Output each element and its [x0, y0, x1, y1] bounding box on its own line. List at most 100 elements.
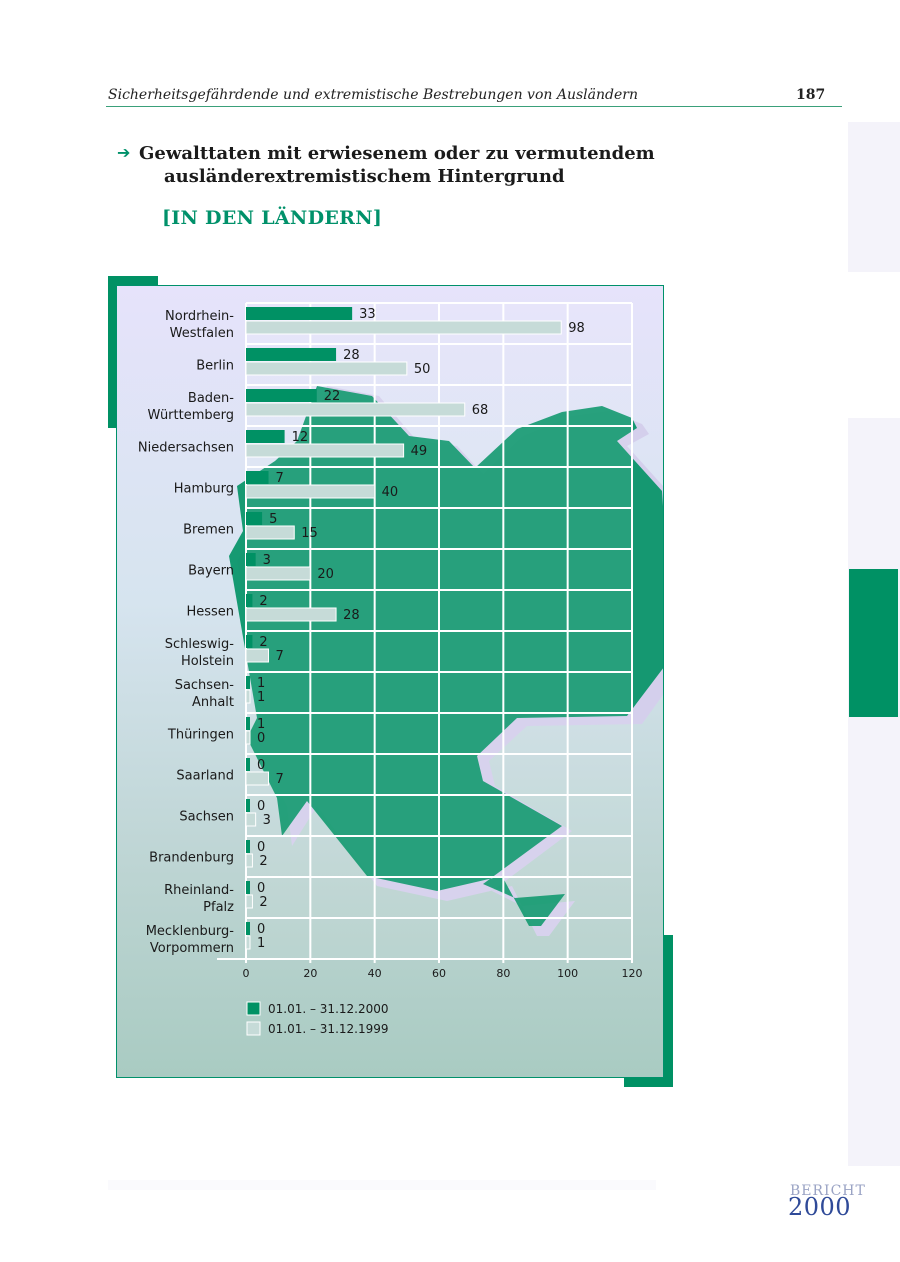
legend-label: 01.01. – 31.12.1999: [268, 1022, 389, 1036]
bar-2000: [246, 553, 256, 566]
bar-1999: [245, 648, 270, 663]
bar-2000: [246, 799, 250, 812]
bar-2000: [246, 471, 269, 484]
category-label: Schleswig-: [165, 637, 235, 652]
bar-1999: [245, 443, 405, 458]
legend-swatch: [246, 1021, 261, 1036]
data-label-1999: 1: [257, 690, 265, 705]
data-label-2000: 22: [324, 389, 341, 404]
data-label-2000: 28: [343, 348, 360, 363]
category-label: Vorpommern: [150, 941, 234, 956]
chart-legend: 01.01. – 31.12.2000 01.01. – 31.12.1999: [246, 1001, 389, 1036]
page-number: 187: [796, 87, 826, 103]
data-label-2000: 0: [257, 840, 265, 855]
x-tick-label: 60: [432, 967, 446, 980]
x-tick-label: 120: [622, 967, 643, 980]
bar-2000: [246, 307, 353, 320]
data-label-1999: 68: [472, 403, 489, 418]
data-label-2000: 1: [257, 676, 265, 691]
data-label-1999: 3: [263, 813, 271, 828]
category-label: Hessen: [186, 605, 234, 620]
germany-map-silhouette: [229, 386, 663, 936]
category-label: Berlin: [196, 359, 234, 374]
data-label-1999: 49: [411, 444, 428, 459]
data-label-1999: 7: [276, 649, 284, 664]
category-label: Bayern: [188, 564, 234, 579]
side-strip-top: [848, 122, 900, 272]
bar-1999: [245, 771, 270, 786]
bar-1999: [245, 607, 337, 622]
category-label: Sachsen-: [175, 678, 235, 693]
category-label: Württemberg: [148, 408, 234, 423]
bar-1999: [245, 525, 295, 540]
data-label-1999: 2: [259, 895, 267, 910]
data-label-2000: 0: [257, 758, 265, 773]
category-label: Saarland: [176, 769, 234, 784]
x-tick-label: 40: [368, 967, 382, 980]
arrow-right-icon: ➔: [117, 143, 131, 162]
bar-1999: [245, 689, 251, 704]
data-label-2000: 12: [292, 430, 309, 445]
running-header-title: Sicherheitsgefährdende und extremistisch…: [108, 87, 638, 103]
data-label-2000: 1: [257, 717, 265, 732]
bar-1999: [245, 566, 311, 581]
bar-2000: [246, 676, 250, 689]
bar-2000: [246, 594, 253, 607]
chapter-tab: [849, 569, 898, 717]
bar-2000: [246, 389, 317, 402]
category-label: Sachsen: [179, 810, 234, 825]
data-label-1999: 40: [382, 485, 399, 500]
category-label: Pfalz: [203, 900, 234, 915]
chart-labels: 3398Nordrhein-Westfalen2850Berlin2268Bad…: [138, 307, 585, 956]
section-title: Gewalttaten mit erwiesenem oder zu vermu…: [139, 142, 659, 188]
category-label: Niedersachsen: [138, 441, 234, 456]
bar-1999: [245, 894, 253, 909]
data-label-2000: 2: [259, 635, 267, 650]
data-label-1999: 1: [257, 936, 265, 951]
category-label: Baden-: [188, 391, 234, 406]
map-shape: [229, 386, 663, 926]
x-tick-label: 80: [496, 967, 510, 980]
side-strip-bottom: [848, 418, 900, 1166]
data-label-2000: 2: [259, 594, 267, 609]
category-label: Holstein: [181, 654, 234, 669]
x-tick-label: 20: [303, 967, 317, 980]
data-label-1999: 50: [414, 362, 431, 377]
bar-1999: [245, 812, 257, 827]
chart-bars: [245, 307, 562, 950]
bar-1999: [245, 361, 408, 376]
data-label-1999: 15: [301, 526, 318, 541]
bar-2000: [246, 348, 337, 361]
bar-chart: 3398Nordrhein-Westfalen2850Berlin2268Bad…: [138, 302, 663, 1036]
legend-swatch: [246, 1001, 261, 1016]
chart-axis: 0 20 40 60 80 100 120: [243, 967, 643, 980]
data-label-1999: 7: [276, 772, 284, 787]
data-label-2000: 7: [276, 471, 284, 486]
logo-bericht-year: 2000: [788, 1193, 852, 1221]
bar-2000: [246, 430, 285, 443]
bar-2000: [246, 512, 263, 525]
category-label: Brandenburg: [149, 851, 234, 866]
footer-divider: [108, 1180, 656, 1190]
category-label: Thüringen: [167, 728, 234, 743]
chart-panel: 33 98 Nordrhein- Westfalen 28 50 Berlin 22 68 Bad…: [116, 285, 664, 1078]
bar-1999: [245, 853, 253, 868]
bar-2000: [246, 758, 250, 771]
data-label-2000: 0: [257, 799, 265, 814]
data-label-2000: 0: [257, 922, 265, 937]
legend-label: 01.01. – 31.12.2000: [268, 1002, 389, 1016]
data-label-2000: 3: [263, 553, 271, 568]
bar-2000: [246, 922, 250, 935]
data-label-1999: 2: [259, 854, 267, 869]
section-subtitle: [IN DEN LÄNDERN]: [162, 207, 383, 229]
bar-1999: [245, 320, 562, 335]
data-label-2000: 5: [269, 512, 277, 527]
section-title-line2: ausländerextremistischem Hintergrund: [164, 166, 565, 187]
bar-2000: [246, 881, 250, 894]
x-tick-label: 0: [243, 967, 250, 980]
category-label: Bremen: [183, 523, 234, 538]
category-label: Hamburg: [174, 482, 234, 497]
bar-1999: [245, 484, 376, 499]
data-label-1999: 28: [343, 608, 360, 623]
header-divider: [106, 106, 842, 107]
